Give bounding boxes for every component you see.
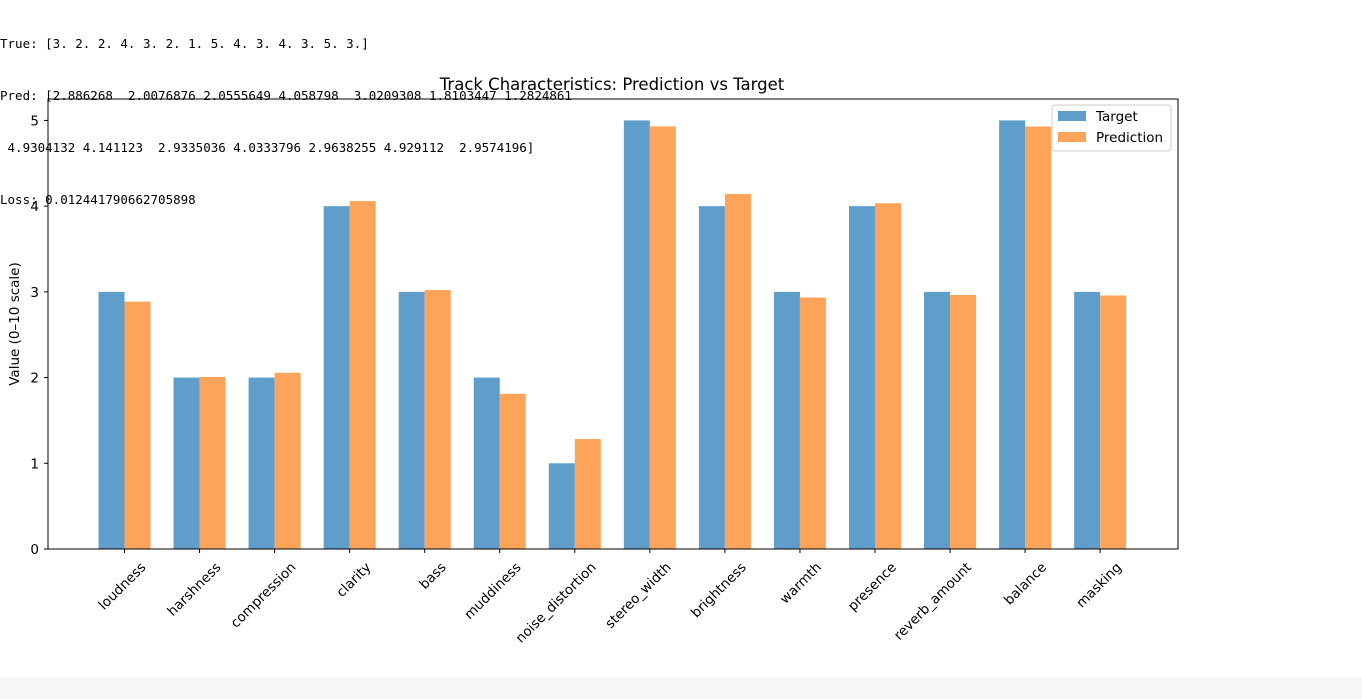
x-tick-label-clarity: clarity — [333, 560, 374, 601]
x-tick-label-harshness: harshness — [164, 560, 224, 620]
bar-prediction-brightness — [724, 194, 751, 550]
bar-target-masking — [1074, 291, 1101, 549]
y-axis: 0 1 2 3 4 5 — [30, 113, 48, 558]
bar-prediction-bass — [424, 290, 451, 549]
x-tick-label-stereo-width: stereo_width — [602, 560, 674, 632]
y-tick-label: 3 — [30, 285, 39, 301]
bar-target-stereo-width — [623, 120, 650, 550]
bar-prediction-compression — [274, 372, 301, 549]
bar-target-muddiness — [473, 377, 500, 549]
bar-prediction-noise-distortion — [574, 439, 601, 549]
y-tick-label: 1 — [30, 456, 39, 472]
bar-target-reverb-amount — [924, 291, 951, 549]
bar-prediction-masking — [1100, 295, 1127, 549]
bar-prediction-balance — [1025, 126, 1052, 549]
plot-frame — [47, 98, 1179, 550]
x-tick-label-loudness: loudness — [96, 560, 150, 614]
legend-label-target: Target — [1095, 109, 1138, 125]
x-tick-label-warmth: warmth — [777, 560, 825, 608]
y-tick-label: 4 — [30, 199, 39, 215]
bar-target-brightness — [698, 206, 725, 549]
legend: Target Prediction — [1051, 104, 1172, 152]
x-tick-label-presence: presence — [845, 560, 900, 615]
x-tick-label-noise-distortion: noise_distortion — [513, 560, 600, 647]
bar-target-compression — [248, 377, 275, 549]
x-tick-label-muddiness: muddiness — [461, 560, 524, 623]
console-pred-line-continued: 4.9304132 4.141123 2.9335036 4.0333796 2… — [0, 140, 535, 156]
bar-prediction-harshness — [199, 376, 226, 549]
chart-title: Track Characteristics: Prediction vs Tar… — [439, 75, 785, 94]
y-tick-label: 0 — [30, 542, 39, 558]
bar-target-warmth — [773, 291, 800, 549]
bar-target-balance — [999, 120, 1026, 550]
bar-target-bass — [398, 291, 425, 549]
bar-target-harshness — [173, 377, 200, 549]
bar-target-loudness — [98, 291, 125, 549]
y-axis-label: Value (0–10 scale) — [7, 262, 23, 386]
x-tick-label-reverb-amount: reverb_amount — [891, 560, 975, 644]
bar-prediction-clarity — [349, 201, 376, 549]
x-axis: loudness harshness compression clarity bass m… — [96, 549, 1125, 646]
bar-target-presence — [849, 206, 875, 549]
y-tick-label: 2 — [30, 371, 39, 387]
bar-prediction-reverb-amount — [950, 294, 977, 549]
console-loss-line: Loss: 0.012441790662705898 — [0, 192, 196, 208]
x-tick-label-compression: compression — [228, 560, 300, 632]
legend-label-prediction: Prediction — [1096, 130, 1163, 146]
x-tick-label-masking: masking — [1073, 560, 1125, 612]
bar-prediction-presence — [875, 203, 901, 549]
bar-target-clarity — [323, 206, 350, 549]
bar-prediction-muddiness — [499, 393, 526, 549]
console-true-line: True: [3. 2. 2. 4. 3. 2. 1. 5. 4. 3. 4. … — [0, 35, 369, 51]
bar-target-noise-distortion — [548, 463, 575, 549]
bar-prediction-stereo-width — [649, 126, 676, 549]
x-tick-label-bass: bass — [416, 560, 449, 593]
bar-prediction-warmth — [799, 297, 826, 549]
x-tick-label-balance: balance — [1001, 560, 1050, 609]
bars-group — [98, 120, 1127, 550]
x-tick-label-brightness: brightness — [688, 560, 750, 622]
legend-swatch-prediction — [1058, 132, 1086, 142]
y-tick-label: 5 — [30, 113, 39, 129]
bar-prediction-loudness — [124, 301, 151, 549]
footer-strip — [0, 677, 1362, 699]
legend-swatch-target — [1058, 111, 1086, 121]
